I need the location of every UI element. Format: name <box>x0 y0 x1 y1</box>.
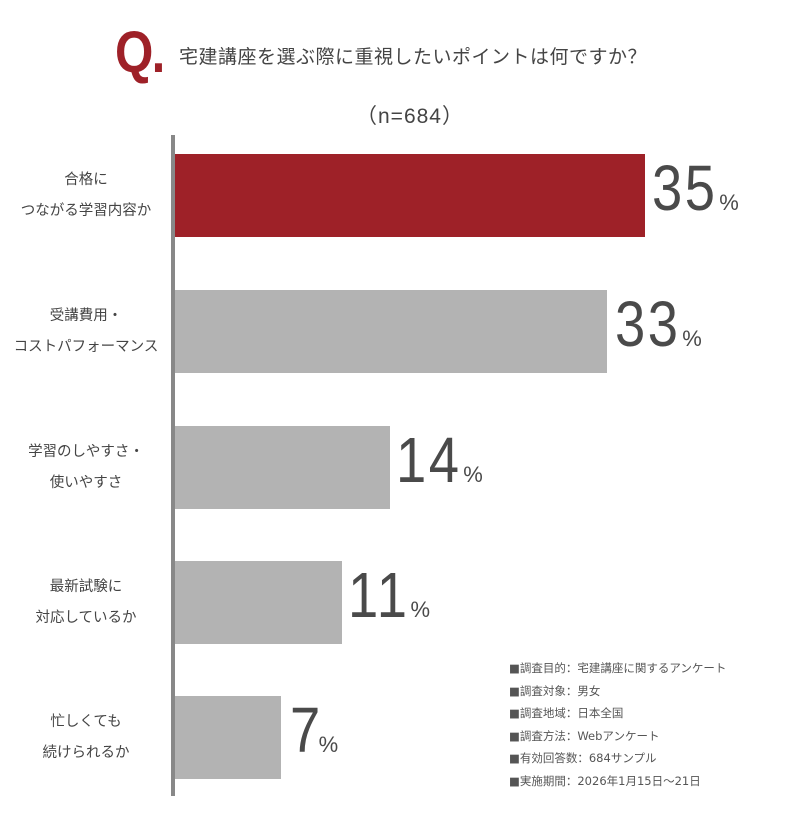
value-label: 11% <box>348 558 430 632</box>
category-label-line: 学習のしやすさ・ <box>28 444 144 460</box>
category-label-line: 受講費用・ <box>49 308 123 324</box>
category-label: 忙しくても 続けられるか <box>0 707 172 769</box>
value-number: 35 <box>652 152 718 224</box>
value-label: 14% <box>396 423 483 497</box>
category-label: 最新試験に 対応しているか <box>0 572 172 634</box>
category-label-line: 忙しくても <box>50 714 122 730</box>
question-mark-logo: Q. <box>115 20 165 85</box>
survey-notes: ■調査目的：宅建講座に関するアンケート ■調査対象：男女 ■調査地域：日本全国 … <box>509 657 726 792</box>
percent-sign: % <box>719 190 739 215</box>
category-label-line: 使いやすさ <box>49 475 123 491</box>
note-purpose: ■調査目的：宅建講座に関するアンケート <box>509 661 727 675</box>
bar <box>175 696 281 779</box>
category-label-line: コストパフォーマンス <box>13 339 159 355</box>
note-method: ■調査方法：Webアンケート <box>509 728 660 743</box>
bar <box>175 561 342 644</box>
category-label-line: 合格に <box>64 172 108 188</box>
note-period: ■実施期間：2026年1月15日～21日 <box>509 773 701 788</box>
value-number: 7 <box>290 694 323 766</box>
sample-size: （n=684） <box>356 105 464 128</box>
percent-sign: % <box>410 597 430 622</box>
bar-highlight <box>175 154 645 237</box>
category-label-line: 続けられるか <box>42 745 130 761</box>
question-title: 宅建講座を選ぶ際に重視したいポイントは何ですか？ <box>179 46 648 68</box>
percent-sign: % <box>463 462 483 487</box>
category-label-line: 対応しているか <box>35 610 137 626</box>
category-label: 合格に つながる学習内容か <box>0 165 172 227</box>
value-label: 35% <box>652 151 739 225</box>
note-region: ■調査地域：日本全国 <box>509 706 624 720</box>
value-number: 11 <box>348 559 410 631</box>
value-label: 33% <box>615 287 702 361</box>
y-axis-line <box>171 135 175 796</box>
percent-sign: % <box>318 732 339 757</box>
note-sample: ■有効回答数：684サンプル <box>509 751 657 765</box>
category-label: 受講費用・ コストパフォーマンス <box>0 301 172 363</box>
note-target: ■調査対象：男女 <box>509 683 601 698</box>
category-label-line: つながる学習内容か <box>20 203 152 219</box>
value-label: 7% <box>290 693 338 767</box>
value-number: 14 <box>396 424 462 496</box>
value-number: 33 <box>615 288 681 360</box>
category-label: 学習のしやすさ・ 使いやすさ <box>0 437 172 499</box>
bar <box>175 290 607 373</box>
category-label-line: 最新試験に <box>49 579 123 595</box>
percent-sign: % <box>682 326 702 351</box>
bar <box>175 426 390 509</box>
